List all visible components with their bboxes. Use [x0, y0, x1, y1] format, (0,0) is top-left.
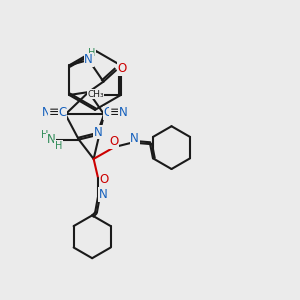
Text: H: H	[55, 140, 62, 151]
Text: H: H	[41, 130, 48, 140]
Text: N: N	[99, 188, 108, 201]
Text: ≡: ≡	[49, 106, 59, 119]
Text: ≡: ≡	[110, 106, 121, 119]
Text: O: O	[109, 135, 119, 148]
Text: CH₃: CH₃	[87, 90, 104, 99]
Text: N: N	[42, 106, 50, 119]
Text: O: O	[117, 62, 127, 75]
Text: C: C	[103, 106, 112, 119]
Text: N: N	[84, 53, 93, 66]
Text: H: H	[88, 48, 96, 59]
Text: N: N	[119, 106, 128, 119]
Text: N: N	[47, 133, 56, 146]
Text: N: N	[130, 132, 139, 145]
Text: N: N	[94, 126, 103, 139]
Text: O: O	[99, 173, 109, 186]
Text: C: C	[58, 106, 67, 119]
